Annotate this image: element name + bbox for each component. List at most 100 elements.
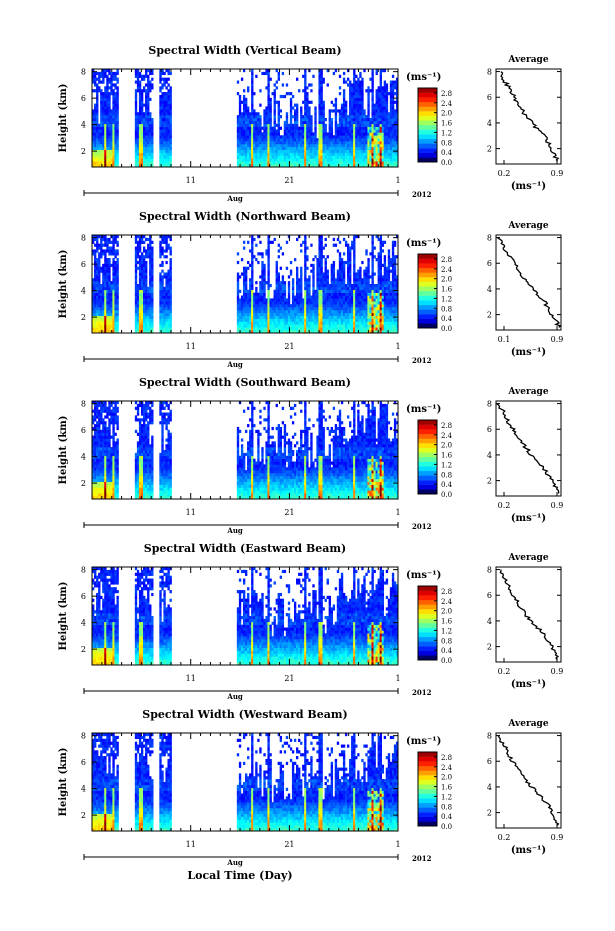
heatmap-cell (338, 258, 342, 262)
heatmap-cell (277, 106, 280, 110)
heatmap-cell (324, 315, 327, 319)
heatmap-cell (320, 258, 323, 262)
heatmap-cell (106, 275, 109, 279)
heatmap-cell (357, 77, 360, 81)
heatmap-cell (143, 240, 146, 244)
heatmap-cell (145, 330, 148, 334)
heatmap-cell (98, 135, 101, 139)
heatmap-cell (110, 109, 113, 113)
heatmap-cell (338, 266, 342, 270)
heatmap-cell (236, 115, 240, 119)
heatmap-cell (108, 141, 111, 145)
heatmap-cell (330, 281, 334, 285)
heatmap-cell (151, 118, 154, 122)
heatmap-cell (357, 315, 360, 319)
heatmap-cell (165, 260, 168, 265)
heatmap-cell (102, 315, 105, 319)
heatmap-cell (273, 100, 276, 104)
colorbar-segment (418, 106, 437, 112)
heatmap-cell (245, 295, 248, 299)
heatmap-cell (169, 92, 172, 96)
heatmap-cell (293, 135, 297, 139)
heatmap-cell (328, 161, 331, 165)
heatmap-cell (279, 115, 283, 119)
heatmap-cell (169, 97, 172, 101)
heatmap-cell (112, 106, 115, 110)
heatmap-cell (318, 112, 321, 116)
heatmap-cell (167, 327, 170, 331)
heatmap-cell (285, 152, 289, 156)
heatmap-cell (149, 123, 152, 127)
heatmap-cell (300, 249, 303, 253)
heatmap-cell (138, 281, 142, 285)
heatmap-cell (108, 295, 111, 299)
heatmap-cell (312, 292, 315, 296)
heatmap-cell (249, 138, 252, 142)
heatmap-cell (92, 292, 95, 296)
heatmap-cell (100, 138, 103, 142)
heatmap-cell (334, 298, 338, 302)
heatmap-cell (94, 126, 97, 130)
heatmap-cell (96, 284, 99, 288)
heatmap-cell (138, 129, 142, 133)
heatmap-cell (269, 129, 272, 133)
heatmap-cell (304, 272, 307, 276)
heatmap-cell (134, 132, 138, 136)
heatmap-cell (298, 146, 301, 150)
heatmap-cell (263, 149, 266, 153)
heatmap-cell (259, 301, 262, 305)
heatmap-cell (338, 324, 342, 328)
heatmap-cell (385, 126, 389, 130)
heatmap-cell (242, 100, 246, 104)
heatmap-cell (143, 258, 146, 262)
heatmap-cell (385, 89, 389, 93)
average-y-tick-label: 2 (487, 145, 492, 154)
heatmap-cell (351, 312, 354, 316)
heatmap-cell (322, 318, 325, 322)
heatmap-cell (169, 269, 172, 273)
heatmap-cell (293, 327, 297, 331)
heatmap-cell (163, 324, 166, 328)
heatmap-cell (236, 123, 240, 127)
heatmap-cell (377, 94, 380, 99)
heatmap-cell (361, 97, 364, 101)
average-y-tick-label: 4 (487, 119, 492, 128)
heatmap-cell (149, 255, 152, 259)
heatmap-cell (312, 135, 315, 139)
heatmap-cell (385, 161, 389, 165)
heatmap-cell (322, 138, 325, 142)
heatmap-cell (159, 309, 162, 314)
heatmap-cell (116, 295, 119, 299)
heatmap-cell (251, 284, 254, 288)
heatmap-cell (108, 252, 111, 256)
heatmap-cell (92, 109, 95, 113)
heatmap-cell (267, 97, 270, 101)
heatmap-cell (245, 103, 248, 107)
heatmap-cell (340, 120, 344, 125)
heatmap-cell (106, 69, 109, 73)
heatmap-cell (94, 158, 97, 162)
heatmap-cell (340, 132, 344, 136)
heatmap-cell (389, 80, 393, 84)
heatmap-cell (259, 281, 262, 285)
heatmap-cell (169, 100, 172, 104)
heatmap-cell (267, 315, 270, 319)
heatmap-cell (236, 80, 240, 84)
heatmap-cell (259, 286, 262, 291)
heatmap-cell (94, 269, 97, 273)
heatmap-cell (340, 298, 344, 302)
heatmap-cell (357, 161, 360, 165)
heatmap-cell (169, 309, 172, 314)
heatmap-cell (304, 281, 307, 285)
heatmap-cell (277, 304, 280, 308)
heatmap-cell (320, 126, 323, 130)
heatmap-cell (251, 71, 254, 76)
heatmap-cell (385, 149, 389, 153)
heatmap-cell (169, 249, 172, 253)
heatmap-cell (255, 330, 258, 334)
heatmap-cell (149, 272, 152, 276)
heatmap-cell (302, 132, 305, 136)
heatmap-cell (300, 321, 303, 325)
heatmap-cell (320, 237, 323, 242)
heatmap-cell (96, 275, 99, 279)
